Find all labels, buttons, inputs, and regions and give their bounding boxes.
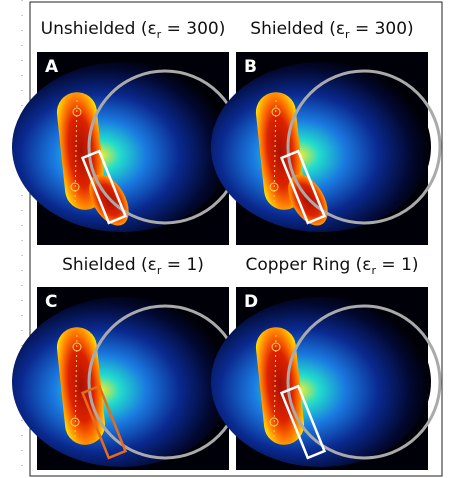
panel-title: Copper Ring (εr = 1) xyxy=(245,255,418,277)
panel-title: Shielded (εr = 1) xyxy=(62,255,204,277)
field-map: C xyxy=(12,287,241,470)
field-map: B xyxy=(211,52,440,245)
panel-title: Shielded (εr = 300) xyxy=(250,19,413,41)
panel-letter: D xyxy=(244,292,258,312)
panel-letter: B xyxy=(244,57,257,77)
title-text: = 300) xyxy=(350,19,414,39)
panel-title: Unshielded (εr = 300) xyxy=(41,19,226,41)
field-map: D xyxy=(211,287,440,470)
title-text: Shielded (ε xyxy=(62,255,157,275)
panel-letter: A xyxy=(45,57,59,77)
title-text: Copper Ring (ε xyxy=(245,255,371,275)
field-map: A xyxy=(12,52,241,245)
title-text: Shielded (ε xyxy=(250,19,345,39)
title-text: = 1) xyxy=(161,255,204,275)
title-text: = 300) xyxy=(161,19,225,39)
panel-letter: C xyxy=(45,292,57,312)
figure: Unshielded (εr = 300) A Shielded (εr = 300… xyxy=(0,0,449,478)
title-text: = 1) xyxy=(376,255,419,275)
title-text: Unshielded (ε xyxy=(41,19,157,39)
